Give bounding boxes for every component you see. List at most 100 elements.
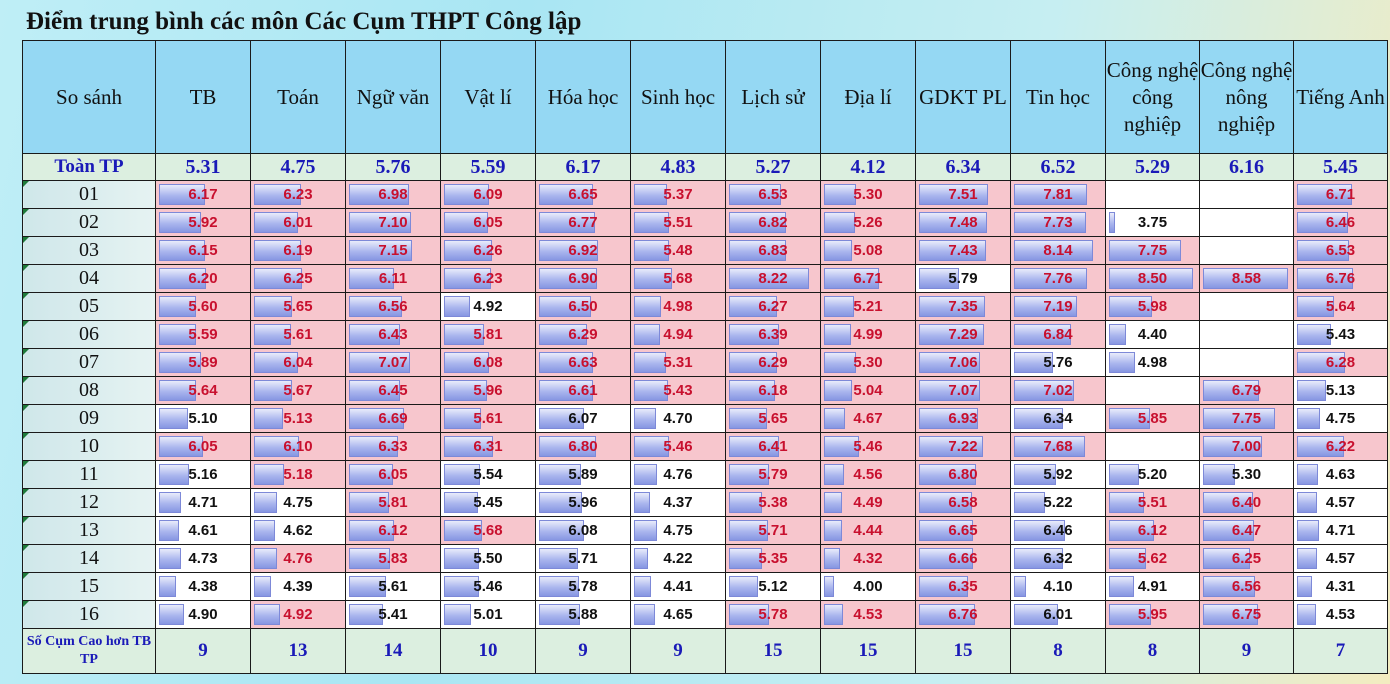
score-cell: 6.50	[535, 292, 631, 321]
cluster-label: 08	[22, 376, 156, 405]
score-value: 6.65	[948, 522, 978, 539]
score-cell: 6.27	[725, 292, 821, 321]
score-cell: 6.05	[345, 460, 441, 489]
corner-marker	[23, 321, 29, 327]
score-value: 5.79	[948, 270, 978, 287]
score-value: 6.18	[758, 382, 788, 399]
score-bar	[919, 380, 981, 401]
cluster-label: 03	[22, 236, 156, 265]
score-value: 6.53	[758, 186, 788, 203]
score-bar	[254, 464, 284, 485]
score-cell: 6.05	[440, 208, 536, 237]
column-header-subject: TB	[155, 40, 251, 154]
corner-marker	[23, 209, 29, 215]
score-value: 6.45	[378, 382, 408, 399]
score-cell: 4.57	[1293, 488, 1388, 517]
corner-marker	[23, 349, 29, 355]
score-cell: 5.30	[820, 180, 916, 209]
score-cell: 4.71	[1293, 516, 1388, 545]
city-average-value: 6.52	[1010, 153, 1106, 181]
score-cell: 5.46	[630, 432, 726, 461]
score-value: 4.75	[663, 522, 693, 539]
score-cell: 6.84	[1010, 320, 1106, 349]
score-value: 7.10	[378, 214, 408, 231]
score-value: 6.40	[1231, 494, 1262, 511]
score-bar	[539, 520, 584, 541]
score-bar	[1109, 240, 1181, 261]
score-value: 5.48	[663, 242, 693, 259]
cluster-label-text: 04	[79, 267, 99, 289]
score-value: 5.38	[758, 494, 788, 511]
score-bar	[1014, 240, 1093, 261]
score-bar	[444, 184, 489, 205]
score-bar	[1109, 296, 1152, 317]
score-cell	[1105, 180, 1200, 209]
score-cell: 5.61	[345, 572, 441, 601]
city-average-value: 5.76	[345, 153, 441, 181]
score-value: 8.50	[1137, 270, 1168, 287]
cluster-label: 14	[22, 544, 156, 573]
score-bar	[824, 184, 856, 205]
score-bar	[1014, 492, 1045, 513]
score-value: 6.05	[188, 438, 218, 455]
score-bar	[824, 604, 844, 625]
score-bar	[1297, 268, 1353, 289]
column-header-subject: Vật lí	[440, 40, 536, 154]
score-cell: 5.81	[440, 320, 536, 349]
column-header-subject: Lịch sử	[725, 40, 821, 154]
score-value: 5.61	[378, 578, 408, 595]
score-cell	[1105, 432, 1200, 461]
score-bar	[159, 268, 206, 289]
score-value: 4.67	[853, 410, 883, 427]
score-cell: 4.10	[1010, 572, 1106, 601]
score-bar	[919, 296, 985, 317]
count-above-value: 9	[1199, 628, 1294, 674]
score-value: 7.02	[1043, 382, 1073, 399]
score-bar	[1203, 604, 1259, 625]
score-cell: 5.51	[630, 208, 726, 237]
score-cell: 5.67	[250, 376, 346, 405]
score-cell: 5.59	[155, 320, 251, 349]
score-value: 6.77	[568, 214, 598, 231]
cluster-label: 12	[22, 488, 156, 517]
score-bar	[729, 436, 780, 457]
score-value: 4.63	[1325, 466, 1356, 483]
score-cell: 6.58	[915, 488, 1011, 517]
score-cell: 5.76	[1010, 348, 1106, 377]
score-value: 5.46	[473, 578, 503, 595]
score-value: 6.83	[758, 242, 788, 259]
cluster-label-text: 16	[79, 603, 99, 625]
score-bar	[159, 492, 182, 513]
score-value: 6.05	[473, 214, 503, 231]
table-row: 01 6.17 6.23 6.98 6.09 6.65 5.37 6.53 5.30 7.51 7.…	[22, 180, 1388, 209]
score-bar	[159, 548, 182, 569]
column-header-subject: Sinh học	[630, 40, 726, 154]
score-bar	[159, 296, 196, 317]
score-value: 4.00	[853, 578, 883, 595]
score-bar	[444, 464, 480, 485]
score-cell: 6.66	[915, 544, 1011, 573]
cluster-label: 07	[22, 348, 156, 377]
score-value: 4.91	[1137, 578, 1168, 595]
score-cell: 7.15	[345, 236, 441, 265]
score-bar	[349, 352, 411, 373]
count-above-label: Số Cụm Cao hơn TB TP	[22, 628, 156, 674]
score-cell: 6.18	[725, 376, 821, 405]
score-value: 5.81	[378, 494, 408, 511]
score-value: 6.35	[948, 578, 978, 595]
city-average-value: 6.34	[915, 153, 1011, 181]
score-bar	[1203, 436, 1263, 457]
cluster-label-text: 06	[79, 323, 99, 345]
score-bar	[1203, 380, 1259, 401]
score-bar	[539, 492, 582, 513]
score-cell: 6.90	[535, 264, 631, 293]
score-cell: 6.77	[535, 208, 631, 237]
score-value: 6.25	[1231, 550, 1262, 567]
corner-marker	[23, 545, 29, 551]
table-row: 08 5.64 5.67 6.45 5.96 6.61 5.43 6.18 5.04 7.07 7.…	[22, 376, 1388, 405]
score-cell: 6.56	[1199, 572, 1294, 601]
count-above-value: 9	[155, 628, 251, 674]
score-cell: 4.62	[250, 516, 346, 545]
score-cell: 6.34	[1010, 404, 1106, 433]
score-value: 6.71	[853, 270, 883, 287]
